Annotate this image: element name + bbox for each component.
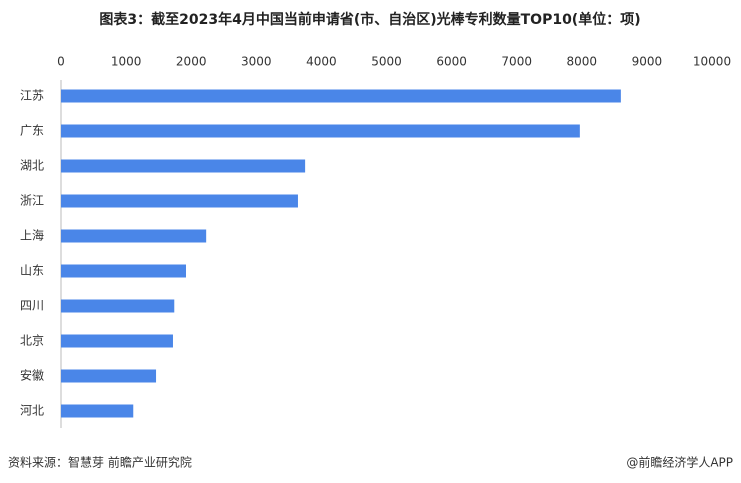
x-tick-label: 4000 xyxy=(306,55,337,69)
bar xyxy=(61,159,306,173)
x-tick-label: 6000 xyxy=(436,55,467,69)
bar xyxy=(61,299,175,313)
chart-title: 图表3：截至2023年4月中国当前申请省(市、自治区)光棒专利数量TOP10(单… xyxy=(99,11,640,28)
bar xyxy=(61,404,134,418)
y-tick-label: 北京 xyxy=(20,334,44,348)
bar xyxy=(61,229,207,243)
bar xyxy=(61,124,580,138)
x-tick-label: 0 xyxy=(57,55,65,69)
y-tick-label: 湖北 xyxy=(20,158,44,173)
y-tick-label: 四川 xyxy=(20,299,44,313)
bar xyxy=(61,194,298,208)
y-tick-label: 河北 xyxy=(20,404,44,418)
y-tick-label: 江苏 xyxy=(20,89,44,103)
y-tick-label: 浙江 xyxy=(20,194,44,208)
x-tick-label: 2000 xyxy=(176,55,207,69)
source-note: 资料来源：智慧芽 前瞻产业研究院 xyxy=(8,455,192,470)
x-tick-label: 1000 xyxy=(111,55,142,69)
bar xyxy=(61,89,621,103)
y-tick-label: 广东 xyxy=(20,124,44,138)
bar xyxy=(61,334,173,348)
bar xyxy=(61,369,157,383)
x-tick-label: 8000 xyxy=(567,55,598,69)
x-tick-label: 9000 xyxy=(632,55,663,69)
x-tick-label: 10000 xyxy=(693,55,731,69)
bar xyxy=(61,264,186,278)
x-tick-label: 7000 xyxy=(501,55,532,69)
y-tick-label: 安徽 xyxy=(20,368,44,383)
y-tick-label: 上海 xyxy=(20,228,44,243)
y-tick-label: 山东 xyxy=(20,264,44,278)
x-tick-label: 3000 xyxy=(241,55,272,69)
x-tick-label: 5000 xyxy=(371,55,402,69)
credit: @前瞻经济学人APP xyxy=(626,455,733,470)
